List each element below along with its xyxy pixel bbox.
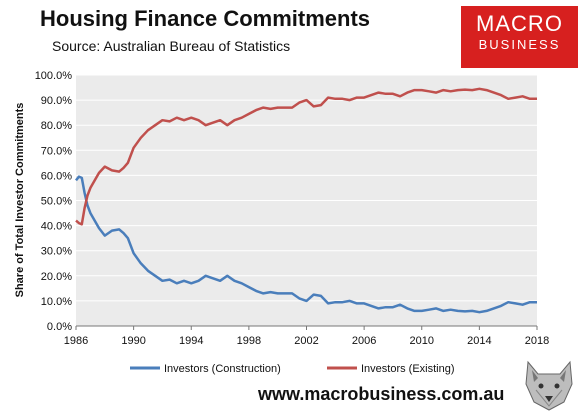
chart-title: Housing Finance Commitments (40, 6, 371, 31)
wolf-icon (525, 360, 573, 411)
x-tick-label: 1990 (121, 335, 145, 347)
legend-entry: Investors (Existing) (361, 363, 455, 375)
y-axis-ticks: 0.0% 10.0% 20.0% 30.0% 40.0% 50.0% 60.0% 70.0% 8… (35, 70, 73, 333)
x-tick-label: 2010 (410, 335, 434, 347)
y-tick-label: 0.0% (47, 321, 72, 333)
series-lines (75, 87, 537, 314)
y-tick-label: 90.0% (41, 95, 72, 107)
logo-line-2: BUSINESS (478, 37, 561, 52)
x-tick-label: 2014 (467, 335, 491, 347)
x-tick-label: 2002 (294, 335, 318, 347)
macrobusiness-logo: MACRO BUSINESS (461, 6, 578, 68)
legend: Investors (Construction) Investors (Exist… (130, 363, 455, 375)
y-tick-label: 10.0% (41, 296, 72, 308)
footer-url: www.macrobusiness.com.au (258, 384, 505, 404)
x-tick-label: 1994 (179, 335, 203, 347)
y-tick-label: 100.0% (35, 70, 73, 82)
y-tick-label: 20.0% (41, 271, 72, 283)
legend-entry: Investors (Construction) (164, 363, 281, 375)
x-tick-label: 1998 (237, 335, 261, 347)
x-tick-label: 2006 (352, 335, 376, 347)
y-tick-label: 30.0% (41, 246, 72, 258)
y-tick-label: 60.0% (41, 170, 72, 182)
logo-line-1: MACRO (476, 11, 563, 36)
x-tick-label: 1986 (64, 335, 88, 347)
chart-subtitle: Source: Australian Bureau of Statistics (52, 38, 291, 54)
x-tick-label: 2018 (525, 335, 549, 347)
y-axis-label: Share of Total Investor Commitments (14, 103, 26, 298)
y-tick-label: 80.0% (41, 120, 72, 132)
series-line-existing (75, 87, 537, 226)
y-tick-label: 40.0% (41, 221, 72, 233)
y-tick-label: 50.0% (41, 196, 72, 208)
series-line-construction (75, 175, 537, 314)
gridlines (76, 74, 537, 302)
x-axis-ticks: 1986 1990 1994 1998 2002 2006 2010 2014 2018 (64, 326, 549, 347)
y-tick-label: 70.0% (41, 145, 72, 157)
